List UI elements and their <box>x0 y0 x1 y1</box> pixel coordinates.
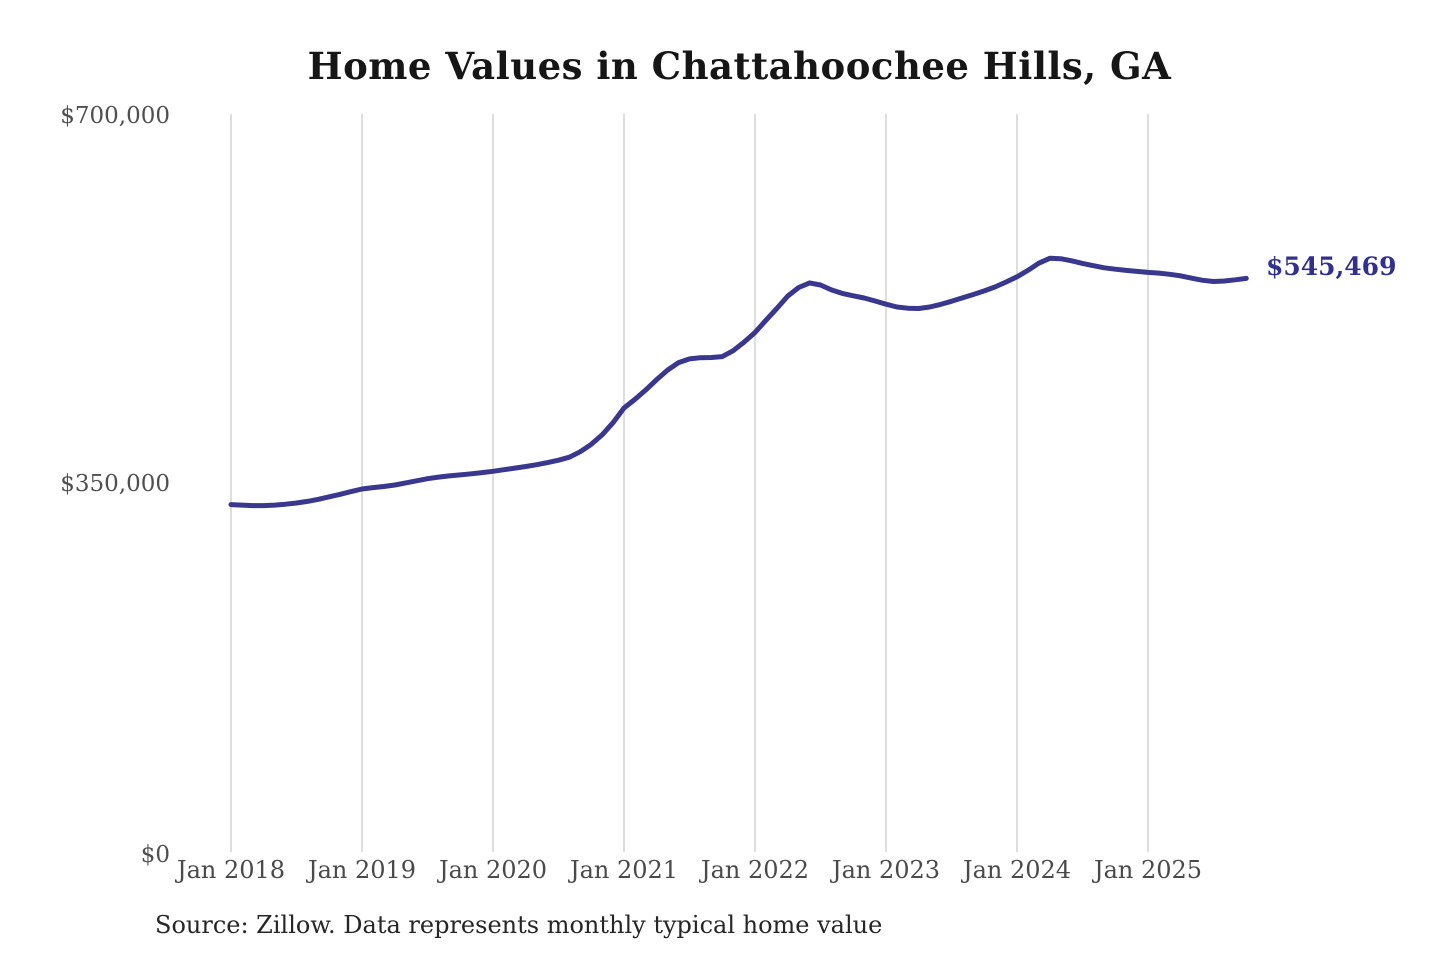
home-value-line <box>228 255 1249 509</box>
x-axis-label-jan-2022: Jan 2022 <box>700 856 810 884</box>
x-axis-label-jan-2023: Jan 2023 <box>831 856 941 884</box>
gridlines <box>230 114 1149 852</box>
y-axis-label-0: $0 <box>140 842 170 868</box>
source-note: Source: Zillow. Data represents monthly … <box>155 911 883 939</box>
y-axis-label-350k: $350,000 <box>60 471 170 497</box>
x-axis-label-jan-2021: Jan 2021 <box>569 856 679 884</box>
x-axis-label-jan-2020: Jan 2020 <box>438 856 548 884</box>
x-axis-label-jan-2024: Jan 2024 <box>962 856 1072 884</box>
x-axis-label-jan-2018: Jan 2018 <box>176 856 286 884</box>
y-axis-label-700k: $700,000 <box>60 103 170 129</box>
latest-value-label: $545,469 <box>1266 252 1397 281</box>
chart-title: Home Values in Chattahoochee Hills, GA <box>307 44 1172 88</box>
x-axis-label-jan-2019: Jan 2019 <box>307 856 417 884</box>
x-axis-label-jan-2025: Jan 2025 <box>1093 856 1203 884</box>
